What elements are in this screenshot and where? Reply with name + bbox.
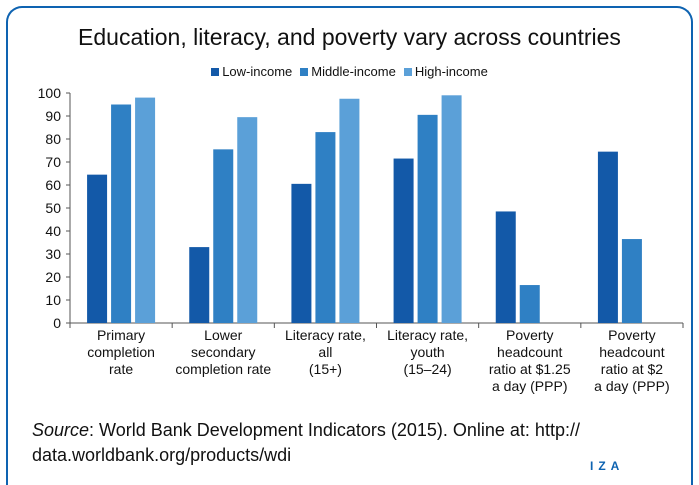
legend-item-low-income: Low-income [211,64,292,79]
legend-item-high-income: High-income [403,64,488,79]
legend-label-middle-income: Middle-income [311,64,396,79]
legend-label-low-income: Low-income [222,64,293,79]
y-tick-label: 90 [45,108,61,124]
bar-low-income [495,211,516,323]
x-category-label: Lower secondary completion rate [175,327,271,377]
bar-middle-income [213,149,234,323]
source-prefix: Source [32,420,90,440]
y-tick-label: 60 [45,177,61,193]
legend-swatch-high-income [403,67,412,76]
legend-label-high-income: High-income [414,64,488,79]
bar-high-income [441,95,462,323]
x-category-label: Literacy rate, all (15+) [285,327,366,377]
y-tick-label: 70 [45,154,61,170]
y-tick-label: 20 [45,269,61,285]
bar-middle-income [519,285,540,323]
y-tick-label: 50 [45,200,61,216]
bar-middle-income [417,114,438,323]
figure-frame [6,6,693,485]
bar-high-income [135,97,156,323]
legend-swatch-low-income [211,67,220,76]
y-tick-label: 80 [45,131,61,147]
y-tick-label: 0 [53,315,61,331]
y-tick-label: 100 [38,85,62,101]
x-category-label: Poverty headcount ratio at $2 a day (PPP) [594,327,669,394]
bar-middle-income [315,132,336,323]
y-tick-label: 40 [45,223,61,239]
bar-chart: 0 10 20 30 40 50 60 70 80 90 100 Primary completion r… [38,85,684,394]
x-category-label: Literacy rate, youth (15–24) [387,327,468,377]
legend-swatch-middle-income [300,67,309,76]
bar-low-income [393,158,414,323]
x-category-label: Poverty headcount ratio at $1.25 a day (PPP… [489,327,571,394]
source-note: Source: World Bank Development Indicator… [32,418,682,468]
bar-low-income [597,151,618,323]
y-tick-label: 30 [45,246,61,262]
legend-item-middle-income: Middle-income [300,64,396,79]
y-tick-label: 10 [45,292,61,308]
legend: Low-income Middle-income High-income [0,64,699,79]
iza-logo: IZA [590,459,625,473]
bar-low-income [87,174,108,323]
bar-high-income [237,117,258,324]
source-text: : World Bank Development Indicators (201… [32,420,580,465]
x-category-label: Primary completion rate [87,327,155,377]
bar-low-income [189,247,210,323]
bar-middle-income [621,239,642,323]
bar-low-income [291,183,312,323]
bar-middle-income [111,104,132,323]
bar-high-income [339,98,360,323]
chart-title: Education, literacy, and poverty vary ac… [78,24,621,50]
